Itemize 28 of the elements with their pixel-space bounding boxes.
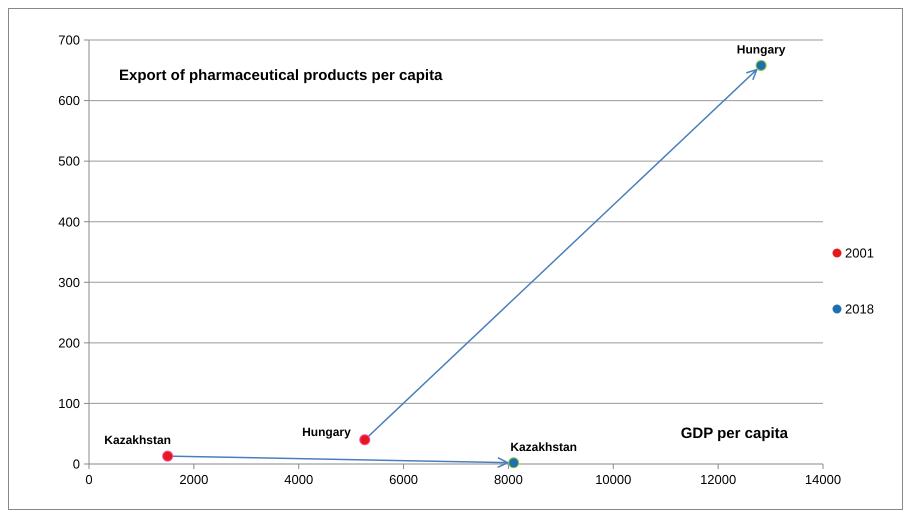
x-tick-label: 10000: [595, 472, 632, 487]
y-tick-label: 700: [58, 32, 80, 48]
x-tick-label: 12000: [700, 472, 736, 487]
point: [359, 434, 370, 446]
point: [756, 60, 767, 71]
x-tick-label: 4000: [284, 472, 314, 487]
x-axis-title: GDP per capita: [680, 425, 789, 442]
annotation: Hungary: [736, 42, 786, 56]
y-tick-label: 600: [58, 93, 80, 108]
y-tick-label: 500: [58, 154, 80, 169]
annotation: Kazakhstan: [510, 440, 578, 454]
y-tick-label: 200: [58, 335, 80, 350]
x-tick-label: 14000: [804, 472, 842, 487]
x-tick-label: 8000: [494, 472, 523, 487]
point: [508, 457, 520, 468]
legend-label: 2018: [845, 302, 874, 317]
legend-label: 2001: [845, 246, 874, 261]
point: [162, 450, 174, 462]
annotation: Kazakhstan: [104, 433, 171, 448]
x-tick-label: 2000: [179, 472, 208, 487]
y-tick-label: 0: [72, 456, 80, 472]
y-tick-label: 100: [58, 396, 80, 411]
text: Export of pharmaceutical products per capita: [119, 67, 444, 84]
y-tick-label: 300: [58, 274, 80, 290]
x-tick-label: 6000: [389, 472, 418, 487]
y-tick-label: 400: [58, 214, 80, 230]
x-tick-label: 0: [85, 472, 93, 487]
annotation: Hungary: [302, 424, 352, 439]
